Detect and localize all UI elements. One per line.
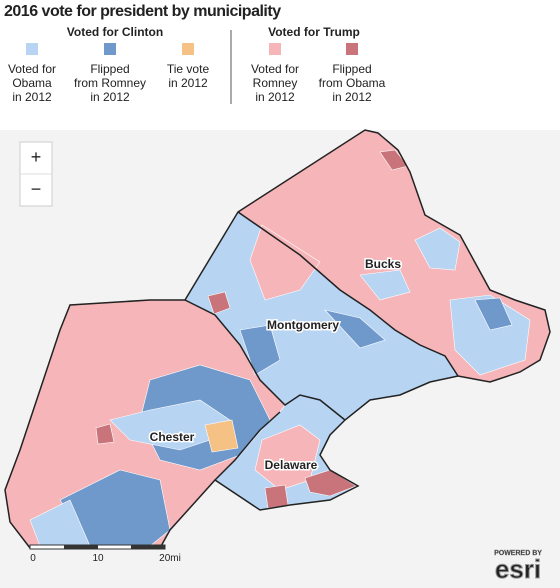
scale-bar: 0 10 20mi — [29, 544, 181, 564]
legend-label: in 2012 — [255, 90, 295, 104]
area-flipped-trump — [264, 484, 289, 509]
scale-label: 0 — [30, 553, 36, 564]
legend-label: in 2012 — [168, 76, 208, 90]
legend-swatch — [26, 43, 38, 55]
legend-label: from Romney — [74, 76, 146, 90]
legend-label: Flipped — [90, 62, 129, 76]
legend-label: in 2012 — [332, 90, 372, 104]
legend-label: Obama — [12, 76, 52, 90]
area-tie — [204, 419, 239, 453]
scale-label: 10 — [92, 553, 104, 564]
area-flipped-trump — [95, 423, 115, 445]
legend-label: in 2012 — [12, 90, 52, 104]
area-flipped-trump — [379, 149, 409, 171]
zoom-in[interactable]: + — [31, 147, 42, 167]
area-obama — [359, 269, 411, 301]
county-label: Bucks — [365, 257, 401, 271]
scale-bar-segment — [131, 545, 165, 549]
area-flipped-trump — [304, 469, 357, 497]
area-flipped-clinton — [474, 297, 513, 331]
county-label: Delaware — [265, 458, 318, 472]
county-label: Montgomery — [267, 318, 339, 332]
legend-label: Voted for — [8, 62, 56, 76]
zoom-out[interactable]: − — [31, 179, 42, 199]
legend-swatch — [346, 43, 358, 55]
area-flipped-clinton — [239, 324, 281, 376]
scale-bar-segment — [64, 545, 98, 549]
area-flipped-trump — [207, 291, 231, 315]
county-label: Chester — [150, 430, 195, 444]
scale-label: 20mi — [159, 553, 181, 564]
county-border — [184, 299, 346, 421]
legend-label: Flipped — [332, 62, 371, 76]
title: 2016 vote for president by municipality — [4, 3, 281, 20]
legend-group-title: Voted for Clinton — [67, 25, 163, 39]
area-obama — [414, 227, 461, 271]
legend-label: Romney — [253, 76, 298, 90]
region-outline — [4, 129, 551, 549]
legend-label: Voted for — [251, 62, 299, 76]
area-obama — [449, 294, 531, 376]
area-romney — [249, 224, 321, 301]
legend-label: from Obama — [319, 76, 386, 90]
legend-group-title: Voted for Trump — [268, 25, 360, 39]
map — [4, 129, 551, 549]
attribution-powered-by: POWERED BY — [494, 550, 542, 557]
attribution-logo[interactable]: esri — [494, 554, 541, 585]
legend-swatch — [104, 43, 116, 55]
legend-label: Tie vote — [167, 62, 210, 76]
legend-swatch — [269, 43, 281, 55]
county-border — [237, 211, 459, 377]
legend-swatch — [182, 43, 194, 55]
legend-label: in 2012 — [90, 90, 130, 104]
area-flipped-clinton — [324, 309, 386, 349]
zoom-control: + − — [19, 141, 53, 207]
county-border — [214, 411, 281, 481]
